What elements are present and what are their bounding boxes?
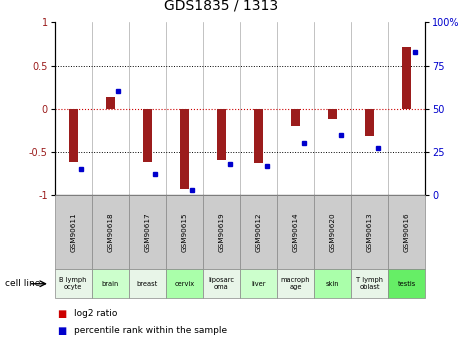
Bar (291, 109, 300, 126)
Text: percentile rank within the sample: percentile rank within the sample (74, 326, 227, 335)
Text: ■: ■ (57, 326, 66, 335)
Text: GDS1835 / 1313: GDS1835 / 1313 (164, 0, 278, 12)
Text: GSM90615: GSM90615 (181, 212, 187, 252)
Text: ■: ■ (57, 309, 66, 319)
Text: cell line: cell line (5, 279, 40, 288)
Bar (105, 97, 115, 109)
Text: liver: liver (251, 281, 266, 287)
Text: skin: skin (326, 281, 339, 287)
Text: log2 ratio: log2 ratio (74, 309, 117, 318)
Bar (254, 109, 263, 163)
Text: breast: breast (137, 281, 158, 287)
Text: testis: testis (398, 281, 416, 287)
Text: brain: brain (102, 281, 119, 287)
Text: GSM90618: GSM90618 (107, 212, 113, 252)
Text: GSM90613: GSM90613 (367, 212, 372, 252)
Text: GSM90617: GSM90617 (144, 212, 150, 252)
Bar (402, 47, 411, 109)
Bar (217, 109, 226, 160)
Text: cervix: cervix (174, 281, 194, 287)
Text: macroph
age: macroph age (281, 277, 310, 290)
Bar (328, 109, 337, 119)
Text: GSM90612: GSM90612 (256, 212, 261, 252)
Text: liposarc
oma: liposarc oma (209, 277, 234, 290)
Text: GSM90614: GSM90614 (293, 212, 298, 252)
Text: GSM90620: GSM90620 (330, 212, 335, 252)
Text: GSM90611: GSM90611 (70, 212, 76, 252)
Text: T lymph
oblast: T lymph oblast (356, 277, 383, 290)
Bar (68, 109, 78, 162)
Text: GSM90616: GSM90616 (404, 212, 409, 252)
Text: B lymph
ocyte: B lymph ocyte (59, 277, 87, 290)
Text: GSM90619: GSM90619 (218, 212, 224, 252)
Bar (180, 109, 189, 189)
Bar (142, 109, 152, 162)
Bar (365, 109, 374, 136)
